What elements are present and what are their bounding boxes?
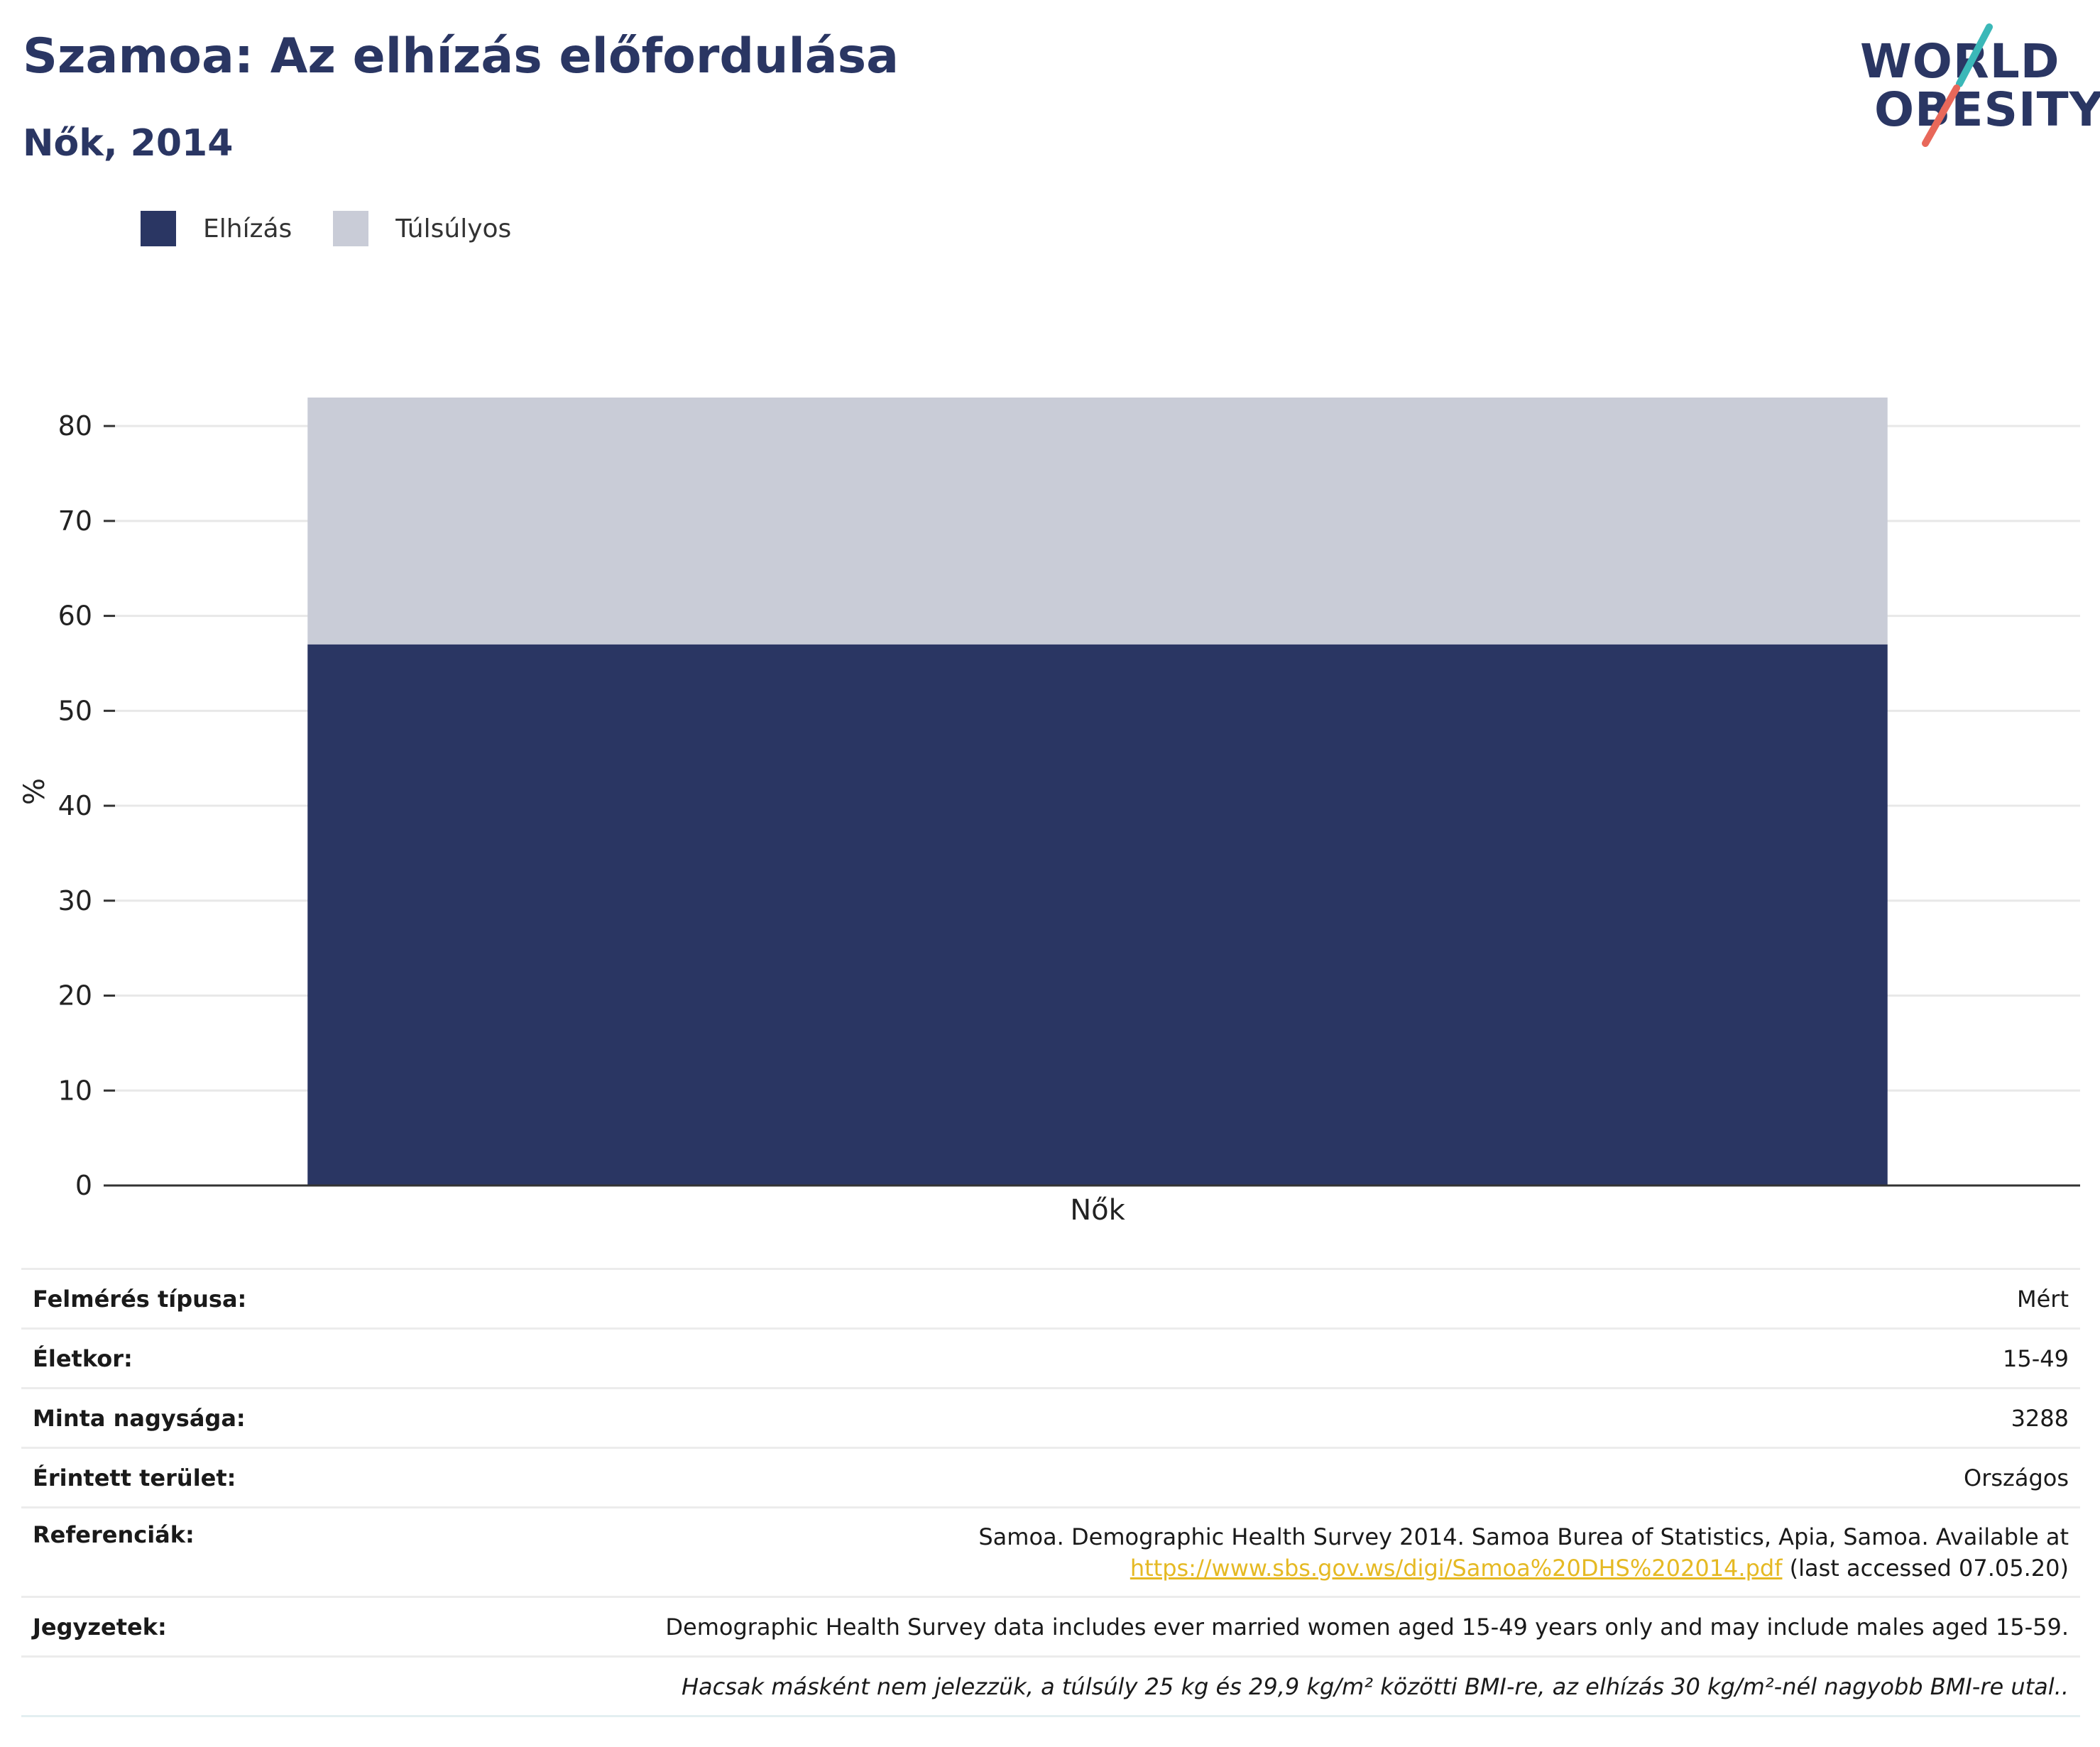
bar-chart: 0 10 20 30 40 50 60 70 80% Nők [18,398,2080,1227]
references-text: Samoa. Demographic Health Survey 2014. S… [978,1523,2069,1550]
y-tick-label-40: 40 [58,790,92,821]
logo-slash-icon [1922,23,1993,147]
legend-swatch-elhizas [141,211,176,246]
y-tick-label-0: 0 [75,1170,92,1201]
footnote-label-empty [21,1655,470,1717]
legend-item-tulsulyos: Túlsúlyos [333,211,511,246]
y-tick-label-60: 60 [58,601,92,632]
area-value: Országos [470,1447,2080,1508]
survey-info-table: Felmérés típusa: Mért Életkor: 15-49 Min… [21,1268,2080,1717]
x-tick-label-0: Nők [1070,1194,1125,1227]
sample-size-label: Minta nagysága: [21,1387,470,1448]
references-label: Referenciák: [21,1506,470,1597]
survey-type-label: Felmérés típusa: [21,1268,470,1329]
info-row-references: Referenciák: Samoa. Demographic Health S… [21,1506,2080,1597]
y-tick-label-20: 20 [58,980,92,1012]
info-row-footnote: Hacsak másként nem jelezzük, a túlsúly 2… [21,1655,2080,1717]
legend-swatch-tulsulyos [333,211,369,246]
sample-size-value: 3288 [470,1387,2080,1448]
age-value: 15-49 [470,1327,2080,1389]
y-tick-label-80: 80 [58,410,92,442]
logo-line-2: OBESITY [1874,82,2100,137]
age-label: Életkor: [21,1327,470,1389]
info-row-sample-size: Minta nagysága: 3288 [21,1387,2080,1448]
info-row-survey-type: Felmérés típusa: Mért [21,1268,2080,1329]
chart-subtitle: Nők, 2014 [23,122,234,165]
y-tick-label-50: 50 [58,695,92,726]
legend-item-elhizas: Elhízás [141,211,292,246]
info-row-age: Életkor: 15-49 [21,1327,2080,1389]
legend-label-tulsulyos: Túlsúlyos [395,214,512,243]
notes-label: Jegyzetek: [21,1596,470,1657]
notes-value: Demographic Health Survey data includes … [470,1596,2080,1657]
info-row-area: Érintett terület: Országos [21,1447,2080,1508]
references-suffix: (last accessed 07.05.20) [1789,1554,2069,1582]
references-value: Samoa. Demographic Health Survey 2014. S… [470,1506,2080,1597]
chart-title: Szamoa: Az elhízás előfordulása [23,28,899,84]
info-row-notes: Jegyzetek: Demographic Health Survey dat… [21,1596,2080,1657]
bar-elhízás-0 [307,644,1888,1185]
footnote-value: Hacsak másként nem jelezzük, a túlsúly 2… [470,1655,2080,1717]
references-link[interactable]: https://www.sbs.gov.ws/digi/Samoa%20DHS%… [1130,1554,1783,1582]
y-tick-label-30: 30 [58,885,92,916]
y-tick-label-10: 10 [58,1075,92,1106]
survey-type-value: Mért [470,1268,2080,1329]
y-tick-label-70: 70 [58,505,92,537]
y-axis-label: % [18,778,51,805]
world-obesity-logo: WORLD OBESITY [1846,20,2100,155]
bar-túlsúlyos-0 [307,398,1888,645]
legend-label-elhizas: Elhízás [203,214,292,243]
chart-legend: Elhízás Túlsúlyos [141,207,552,250]
area-label: Érintett terület: [21,1447,470,1508]
